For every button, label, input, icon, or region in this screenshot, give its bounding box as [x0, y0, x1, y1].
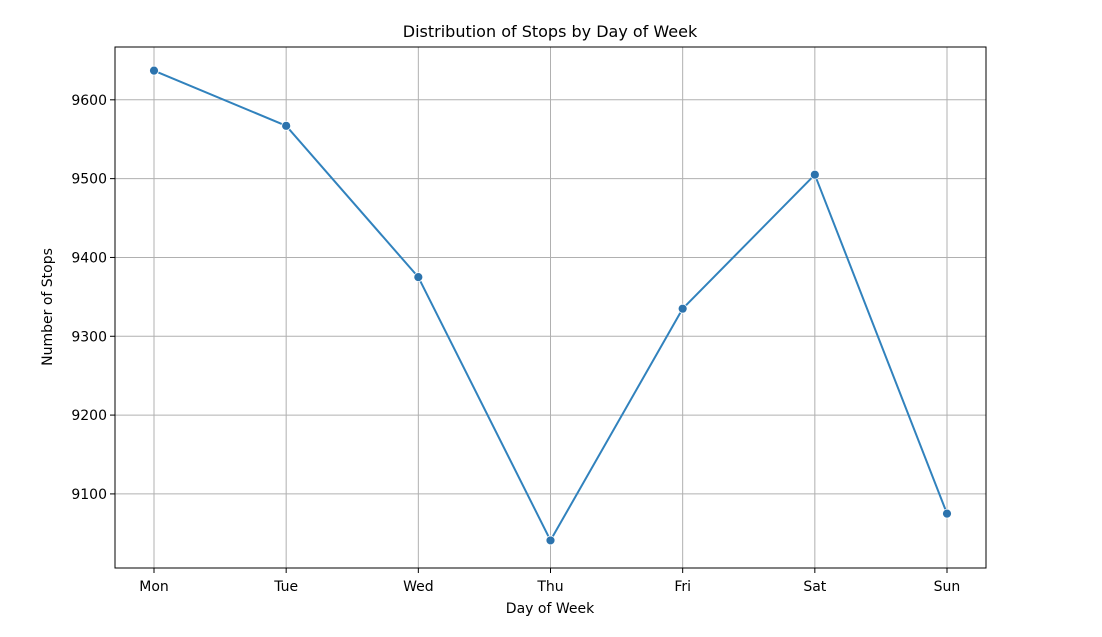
y-tick-label-9500: 9500: [71, 172, 107, 188]
y-axis-ticks: 9100 9200 9300 9400 9500 9600: [71, 93, 115, 503]
x-tick-label-tue: Tue: [273, 579, 298, 595]
x-axis-ticks: Mon Tue Wed Thu Fri Sat Sun: [139, 568, 960, 595]
data-point-sat: [809, 169, 820, 180]
x-tick-label-mon: Mon: [139, 579, 169, 595]
data-point-tue: [281, 120, 292, 131]
data-point-fri: [677, 303, 688, 314]
grid-lines: [115, 47, 986, 568]
data-point-mon: [149, 65, 159, 76]
x-tick-label-fri: Fri: [674, 579, 691, 595]
y-tick-label-9100: 9100: [71, 487, 107, 503]
data-points: [149, 65, 952, 546]
y-tick-label-9300: 9300: [71, 329, 107, 345]
x-tick-label-sat: Sat: [803, 579, 826, 595]
y-tick-label-9200: 9200: [71, 408, 107, 424]
y-tick-label-9600: 9600: [71, 93, 107, 109]
data-point-thu: [545, 535, 556, 546]
x-axis-label: Day of Week: [506, 601, 595, 617]
x-tick-label-sun: Sun: [934, 579, 961, 595]
x-tick-label-thu: Thu: [536, 579, 563, 595]
data-point-sun: [942, 508, 952, 519]
y-axis-label: Number of Stops: [40, 248, 56, 366]
data-point-wed: [413, 272, 424, 283]
x-tick-label-wed: Wed: [403, 579, 434, 595]
chart-title: Distribution of Stops by Day of Week: [403, 22, 698, 41]
y-tick-label-9400: 9400: [71, 250, 107, 266]
